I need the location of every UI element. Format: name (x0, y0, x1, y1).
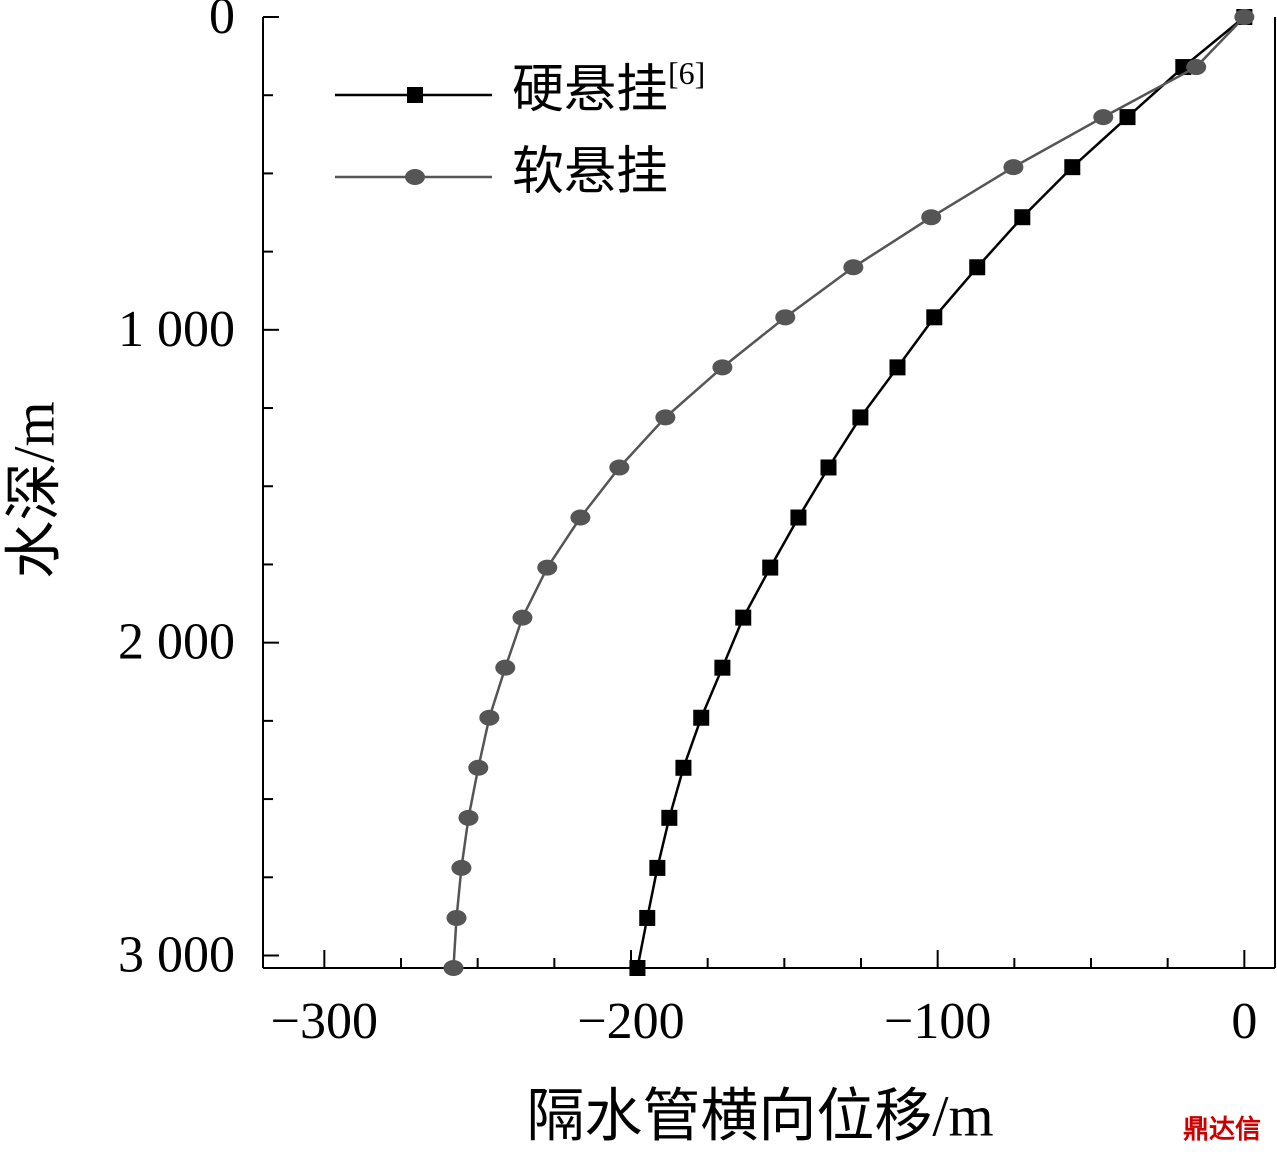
series-line (452, 16, 1246, 969)
y-tick-label: 1 000 (118, 301, 235, 358)
marker (649, 859, 666, 876)
legend-label: 硬悬挂[6] (512, 55, 705, 119)
marker (1186, 59, 1207, 76)
marker (921, 209, 942, 226)
series (443, 9, 1255, 976)
marker (889, 359, 906, 376)
marker (712, 359, 733, 376)
marker (446, 909, 467, 926)
marker (775, 309, 796, 326)
series-line (636, 16, 1246, 969)
marker (609, 459, 630, 476)
marker (735, 609, 752, 626)
marker (655, 409, 676, 426)
marker (405, 169, 425, 185)
y-tick-label: 3 000 (118, 926, 235, 983)
marker (1119, 109, 1136, 126)
marker (451, 859, 472, 876)
series (629, 9, 1253, 976)
marker (820, 459, 837, 476)
x-tick-label: −100 (884, 993, 991, 1050)
marker (495, 659, 516, 676)
marker (479, 709, 500, 726)
marker (714, 659, 731, 676)
x-tick-label: −200 (577, 993, 684, 1050)
marker (629, 960, 646, 976)
marker (969, 259, 986, 276)
marker (1234, 9, 1255, 25)
marker (661, 809, 678, 826)
marker (407, 87, 423, 103)
y-tick-label: 0 (209, 0, 235, 45)
x-tick-label: −300 (271, 993, 378, 1050)
marker (926, 309, 943, 326)
marker (468, 759, 489, 776)
marker (639, 909, 656, 926)
marker (790, 509, 807, 526)
marker (1064, 159, 1081, 176)
marker (443, 960, 464, 976)
marker (1014, 209, 1031, 226)
legend-label: 软悬挂 (512, 144, 668, 201)
x-tick-label: 0 (1231, 993, 1257, 1050)
y-tick-label: 2 000 (118, 614, 235, 671)
y-axis-label: 水深/m (1, 401, 66, 578)
marker (1003, 159, 1024, 176)
marker (512, 609, 533, 626)
marker (675, 759, 692, 776)
marker (570, 509, 591, 526)
marker (762, 559, 779, 576)
marker (458, 809, 479, 826)
marker (843, 259, 864, 276)
watermark: 鼎达信 (1183, 1115, 1261, 1144)
marker (693, 709, 710, 726)
marker (537, 559, 558, 576)
marker (1093, 109, 1114, 126)
x-axis-label: 隔水管横向位移/m (526, 1083, 993, 1148)
legend-sup: [6] (668, 55, 705, 91)
marker (852, 409, 869, 426)
